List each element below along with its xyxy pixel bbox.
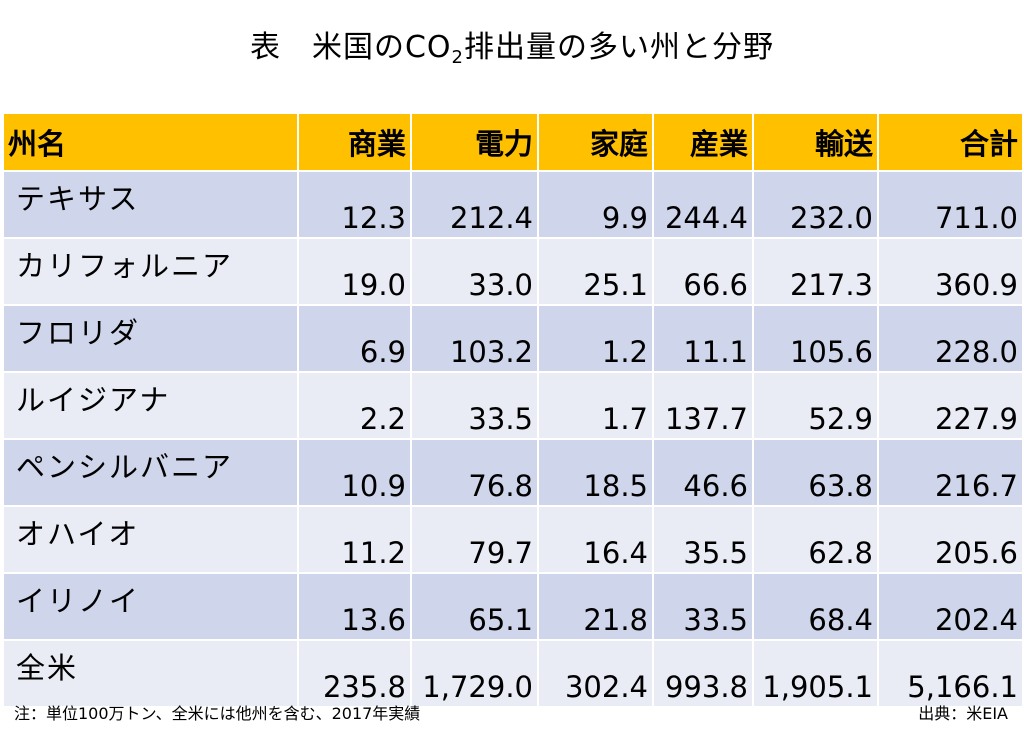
value-cell: 66.6 bbox=[652, 237, 754, 306]
title-subscript: 2 bbox=[451, 47, 464, 68]
header-row: 州名 商業 電力 家庭 産業 輸送 合計 bbox=[2, 112, 1024, 172]
value-cell: 18.5 bbox=[537, 438, 654, 507]
value-cell: 205.6 bbox=[877, 505, 1024, 574]
value-cell: 302.4 bbox=[537, 639, 654, 708]
value-cell: 1.7 bbox=[537, 371, 654, 440]
table-row: オハイオ 11.2 79.7 16.4 35.5 62.8 205.6 bbox=[2, 505, 1024, 574]
header-cell: 産業 bbox=[652, 112, 754, 172]
value-cell: 227.9 bbox=[877, 371, 1024, 440]
state-cell: オハイオ bbox=[2, 505, 299, 574]
value-cell: 11.1 bbox=[652, 304, 754, 373]
table-row: イリノイ 13.6 65.1 21.8 33.5 68.4 202.4 bbox=[2, 572, 1024, 641]
title-main: 表 米国のCO bbox=[249, 30, 452, 65]
state-cell: ペンシルバニア bbox=[2, 438, 299, 507]
value-cell: 19.0 bbox=[297, 237, 412, 306]
value-cell: 68.4 bbox=[752, 572, 879, 641]
value-cell: 35.5 bbox=[652, 505, 754, 574]
value-cell: 244.4 bbox=[652, 170, 754, 239]
table-row: テキサス 12.3 212.4 9.9 244.4 232.0 711.0 bbox=[2, 170, 1024, 239]
source: 出典：米EIA bbox=[918, 704, 1008, 723]
table-row: ペンシルバニア 10.9 76.8 18.5 46.6 63.8 216.7 bbox=[2, 438, 1024, 507]
table-row: 全米 235.8 1,729.0 302.4 993.8 1,905.1 5,166.1 bbox=[2, 639, 1024, 708]
value-cell: 137.7 bbox=[652, 371, 754, 440]
value-cell: 79.7 bbox=[410, 505, 539, 574]
header-cell: 家庭 bbox=[537, 112, 654, 172]
header-cell: 商業 bbox=[297, 112, 412, 172]
value-cell: 2.2 bbox=[297, 371, 412, 440]
header-cell: 輸送 bbox=[752, 112, 879, 172]
value-cell: 10.9 bbox=[297, 438, 412, 507]
value-cell: 33.5 bbox=[410, 371, 539, 440]
value-cell: 103.2 bbox=[410, 304, 539, 373]
value-cell: 228.0 bbox=[877, 304, 1024, 373]
header-cell: 電力 bbox=[410, 112, 539, 172]
value-cell: 33.0 bbox=[410, 237, 539, 306]
table-body: テキサス 12.3 212.4 9.9 244.4 232.0 711.0 カリフォルニア 19… bbox=[2, 170, 1024, 708]
value-cell: 202.4 bbox=[877, 572, 1024, 641]
value-cell: 62.8 bbox=[752, 505, 879, 574]
value-cell: 11.2 bbox=[297, 505, 412, 574]
value-cell: 16.4 bbox=[537, 505, 654, 574]
value-cell: 52.9 bbox=[752, 371, 879, 440]
value-cell: 1,905.1 bbox=[752, 639, 879, 708]
value-cell: 63.8 bbox=[752, 438, 879, 507]
header-cell: 合計 bbox=[877, 112, 1024, 172]
value-cell: 33.5 bbox=[652, 572, 754, 641]
value-cell: 65.1 bbox=[410, 572, 539, 641]
value-cell: 13.6 bbox=[297, 572, 412, 641]
state-cell: フロリダ bbox=[2, 304, 299, 373]
value-cell: 25.1 bbox=[537, 237, 654, 306]
state-cell: イリノイ bbox=[2, 572, 299, 641]
value-cell: 21.8 bbox=[537, 572, 654, 641]
value-cell: 232.0 bbox=[752, 170, 879, 239]
footnote: 注：単位100万トン、全米には他州を含む、2017年実績 bbox=[14, 704, 421, 723]
value-cell: 212.4 bbox=[410, 170, 539, 239]
data-table: 州名 商業 電力 家庭 産業 輸送 合計 テキサス 12.3 212.4 9.9 244.4 232.… bbox=[2, 112, 1024, 708]
value-cell: 46.6 bbox=[652, 438, 754, 507]
value-cell: 6.9 bbox=[297, 304, 412, 373]
value-cell: 711.0 bbox=[877, 170, 1024, 239]
value-cell: 993.8 bbox=[652, 639, 754, 708]
header-cell: 州名 bbox=[2, 112, 299, 172]
state-cell: ルイジアナ bbox=[2, 371, 299, 440]
value-cell: 360.9 bbox=[877, 237, 1024, 306]
value-cell: 1.2 bbox=[537, 304, 654, 373]
value-cell: 105.6 bbox=[752, 304, 879, 373]
title-rest: 排出量の多い州と分野 bbox=[464, 30, 774, 65]
value-cell: 235.8 bbox=[297, 639, 412, 708]
value-cell: 12.3 bbox=[297, 170, 412, 239]
value-cell: 5,166.1 bbox=[877, 639, 1024, 708]
value-cell: 216.7 bbox=[877, 438, 1024, 507]
value-cell: 76.8 bbox=[410, 438, 539, 507]
state-cell: テキサス bbox=[2, 170, 299, 239]
state-cell: 全米 bbox=[2, 639, 299, 708]
title: 表 米国のCO2排出量の多い州と分野 bbox=[0, 22, 1024, 68]
value-cell: 1,729.0 bbox=[410, 639, 539, 708]
table-row: カリフォルニア 19.0 33.0 25.1 66.6 217.3 360.9 bbox=[2, 237, 1024, 306]
table-row: ルイジアナ 2.2 33.5 1.7 137.7 52.9 227.9 bbox=[2, 371, 1024, 440]
table-row: フロリダ 6.9 103.2 1.2 11.1 105.6 228.0 bbox=[2, 304, 1024, 373]
value-cell: 9.9 bbox=[537, 170, 654, 239]
value-cell: 217.3 bbox=[752, 237, 879, 306]
state-cell: カリフォルニア bbox=[2, 237, 299, 306]
